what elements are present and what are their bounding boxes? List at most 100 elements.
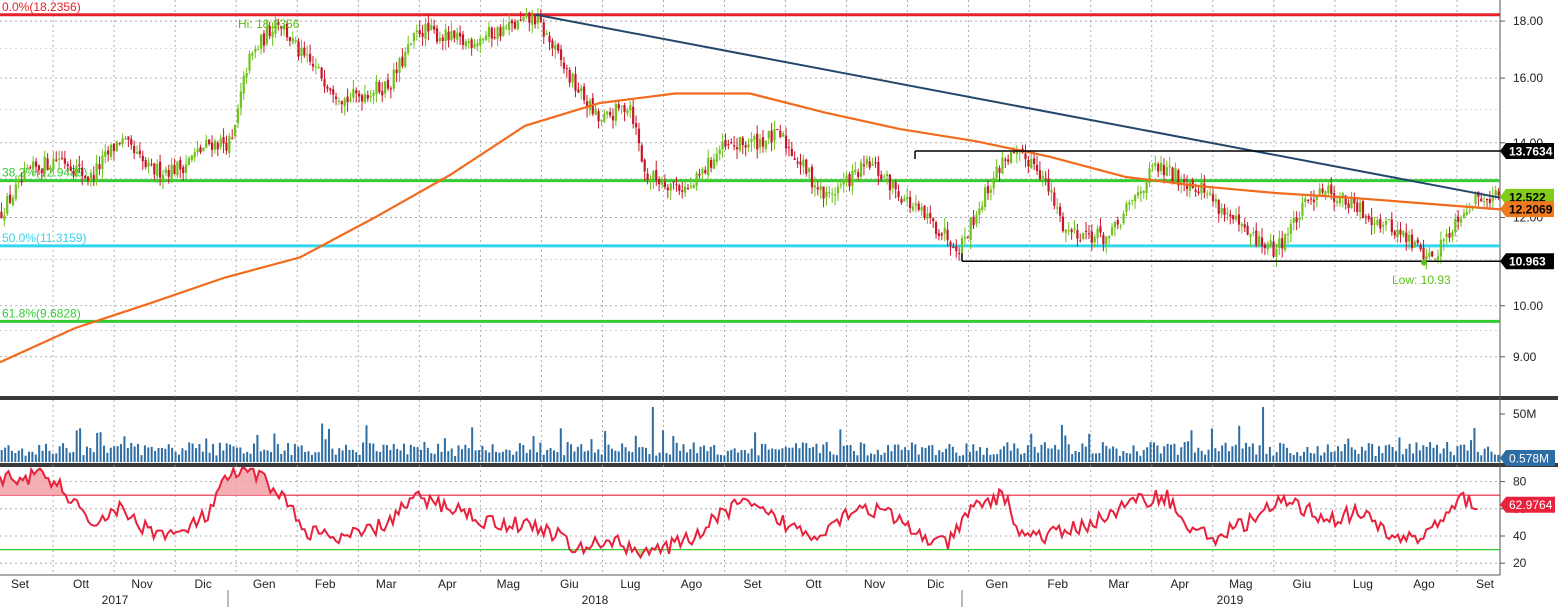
volume-bar (423, 441, 426, 462)
candle-down (308, 53, 312, 62)
candle-up (300, 47, 303, 56)
volume-bar (549, 448, 552, 462)
candle-up (842, 180, 845, 185)
candle-up (652, 171, 655, 180)
volume-bar (17, 450, 20, 462)
candle-up (963, 236, 967, 239)
candle-up (1119, 225, 1122, 227)
volume-bar (614, 450, 617, 462)
volume-bar (437, 443, 440, 462)
candle-up (476, 43, 479, 47)
candle-up (248, 53, 251, 71)
volume-bar (1302, 451, 1305, 462)
volume-bar (859, 442, 862, 462)
candle-down (1295, 217, 1298, 223)
volume-bar (546, 449, 549, 462)
volume-bar (1337, 446, 1340, 462)
candle-up (1298, 218, 1301, 221)
candle-up (660, 182, 664, 185)
candle-down (810, 166, 814, 188)
candle-down (63, 158, 67, 164)
candle-up (683, 186, 687, 193)
candle-down (675, 184, 678, 186)
candle-up (1009, 152, 1013, 163)
candle-up (1283, 234, 1287, 251)
candle-up (1436, 256, 1440, 260)
volume-bar (835, 455, 838, 462)
year-label: 2018 (582, 593, 609, 607)
candle-up (1338, 196, 1342, 204)
candle-up (1408, 234, 1411, 242)
volume-bar (290, 454, 293, 462)
rsi-tick-label: 20 (1513, 556, 1527, 570)
candle-up (89, 172, 92, 180)
candle-up (738, 136, 742, 151)
volume-bar (570, 444, 573, 462)
candle-down (666, 187, 669, 191)
volume-bar (1449, 451, 1452, 462)
candle-down (133, 145, 136, 153)
candle-up (1278, 238, 1281, 249)
volume-bar (195, 448, 198, 462)
volume-bar (157, 447, 160, 462)
candle-up (782, 133, 785, 137)
candle-down (940, 233, 943, 236)
candle-up (1105, 236, 1108, 244)
volume-bar (4, 447, 7, 462)
candle-up (450, 31, 453, 40)
candle-up (52, 158, 55, 170)
candle-down (1232, 214, 1235, 220)
volume-bar (505, 449, 508, 462)
volume-bar (1132, 445, 1135, 462)
candle-up (1128, 202, 1131, 205)
candle-down (787, 146, 791, 148)
candle-down (1185, 184, 1189, 189)
volume-bar (1234, 444, 1237, 462)
volume-bar (48, 450, 51, 462)
volume-bar (962, 455, 965, 462)
candle-down (66, 164, 69, 167)
volume-bar (1463, 444, 1466, 462)
price-tag-label: 10.963 (1509, 255, 1546, 269)
candle-down (1044, 178, 1047, 180)
candle-down (1084, 230, 1088, 232)
candle-down (441, 37, 444, 41)
volume-bar (1238, 425, 1241, 462)
candle-down (421, 33, 424, 37)
candle-down (623, 105, 626, 112)
candle-up (245, 72, 248, 78)
volume-bar (215, 455, 218, 462)
candle-up (1050, 190, 1053, 193)
candle-down (1390, 219, 1393, 233)
volume-bar (443, 438, 446, 462)
volume-bar (276, 444, 279, 462)
volume-bar (702, 445, 705, 462)
candle-up (1269, 240, 1272, 246)
candle-down (277, 21, 280, 25)
volume-bar (535, 452, 538, 462)
month-label: Apr (1170, 577, 1189, 591)
candle-down (972, 216, 975, 226)
volume-bar (1084, 446, 1087, 462)
candle-up (14, 184, 17, 199)
candle-down (1260, 237, 1264, 246)
volume-bar (576, 446, 579, 462)
candle-down (340, 101, 343, 105)
candle-up (482, 39, 485, 41)
candle-up (1188, 181, 1192, 191)
candle-up (1133, 195, 1137, 202)
volume-bar (1456, 446, 1459, 462)
month-label: Set (11, 577, 30, 591)
candle-down (1197, 191, 1200, 194)
candle-up (701, 169, 704, 174)
candle-down (37, 165, 41, 170)
rsi-tag-label: 62.9764 (1509, 498, 1553, 512)
candle-up (11, 197, 15, 206)
volume-bar (985, 447, 988, 462)
volume-bar (167, 444, 170, 462)
candle-down (1177, 170, 1180, 186)
volume-bar (1054, 444, 1057, 462)
volume-bar (982, 454, 985, 462)
candle-up (1442, 239, 1445, 242)
